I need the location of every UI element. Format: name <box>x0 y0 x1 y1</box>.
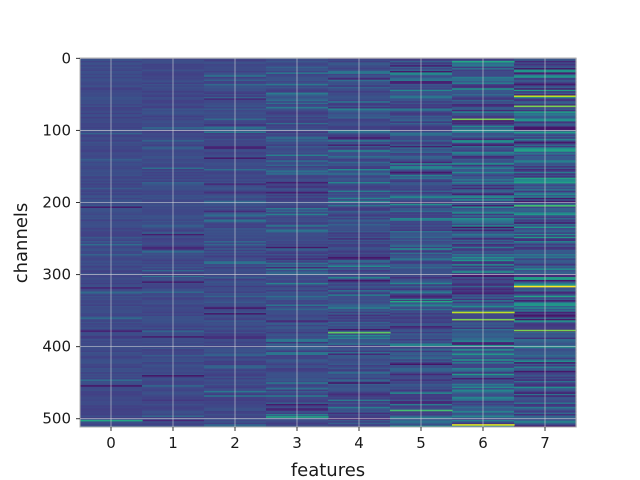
gridlines <box>80 57 576 427</box>
x-tick-label: 1 <box>168 434 178 452</box>
x-tick-label: 3 <box>292 434 302 452</box>
x-axis-ticks: 0 1 2 3 4 5 6 7 <box>106 427 550 452</box>
x-tick-label: 5 <box>416 434 426 452</box>
x-tick-label: 0 <box>106 434 116 452</box>
x-axis-label: features <box>291 460 365 480</box>
x-tick-label: 7 <box>540 434 550 452</box>
y-tick-label: 400 <box>42 338 71 356</box>
y-tick-label: 300 <box>42 266 71 284</box>
y-axis-ticks: 0 100 200 300 400 500 <box>42 49 80 428</box>
y-tick-label: 0 <box>61 49 71 67</box>
heatmap-cells <box>80 58 577 428</box>
plot-frame <box>79 57 577 428</box>
y-tick-label: 500 <box>42 410 71 428</box>
x-tick-label: 2 <box>230 434 240 452</box>
y-tick-label: 100 <box>42 121 71 139</box>
x-tick-label: 6 <box>478 434 488 452</box>
y-axis-label: channels <box>11 203 32 284</box>
x-tick-label: 4 <box>354 434 364 452</box>
y-tick-label: 200 <box>42 194 71 212</box>
